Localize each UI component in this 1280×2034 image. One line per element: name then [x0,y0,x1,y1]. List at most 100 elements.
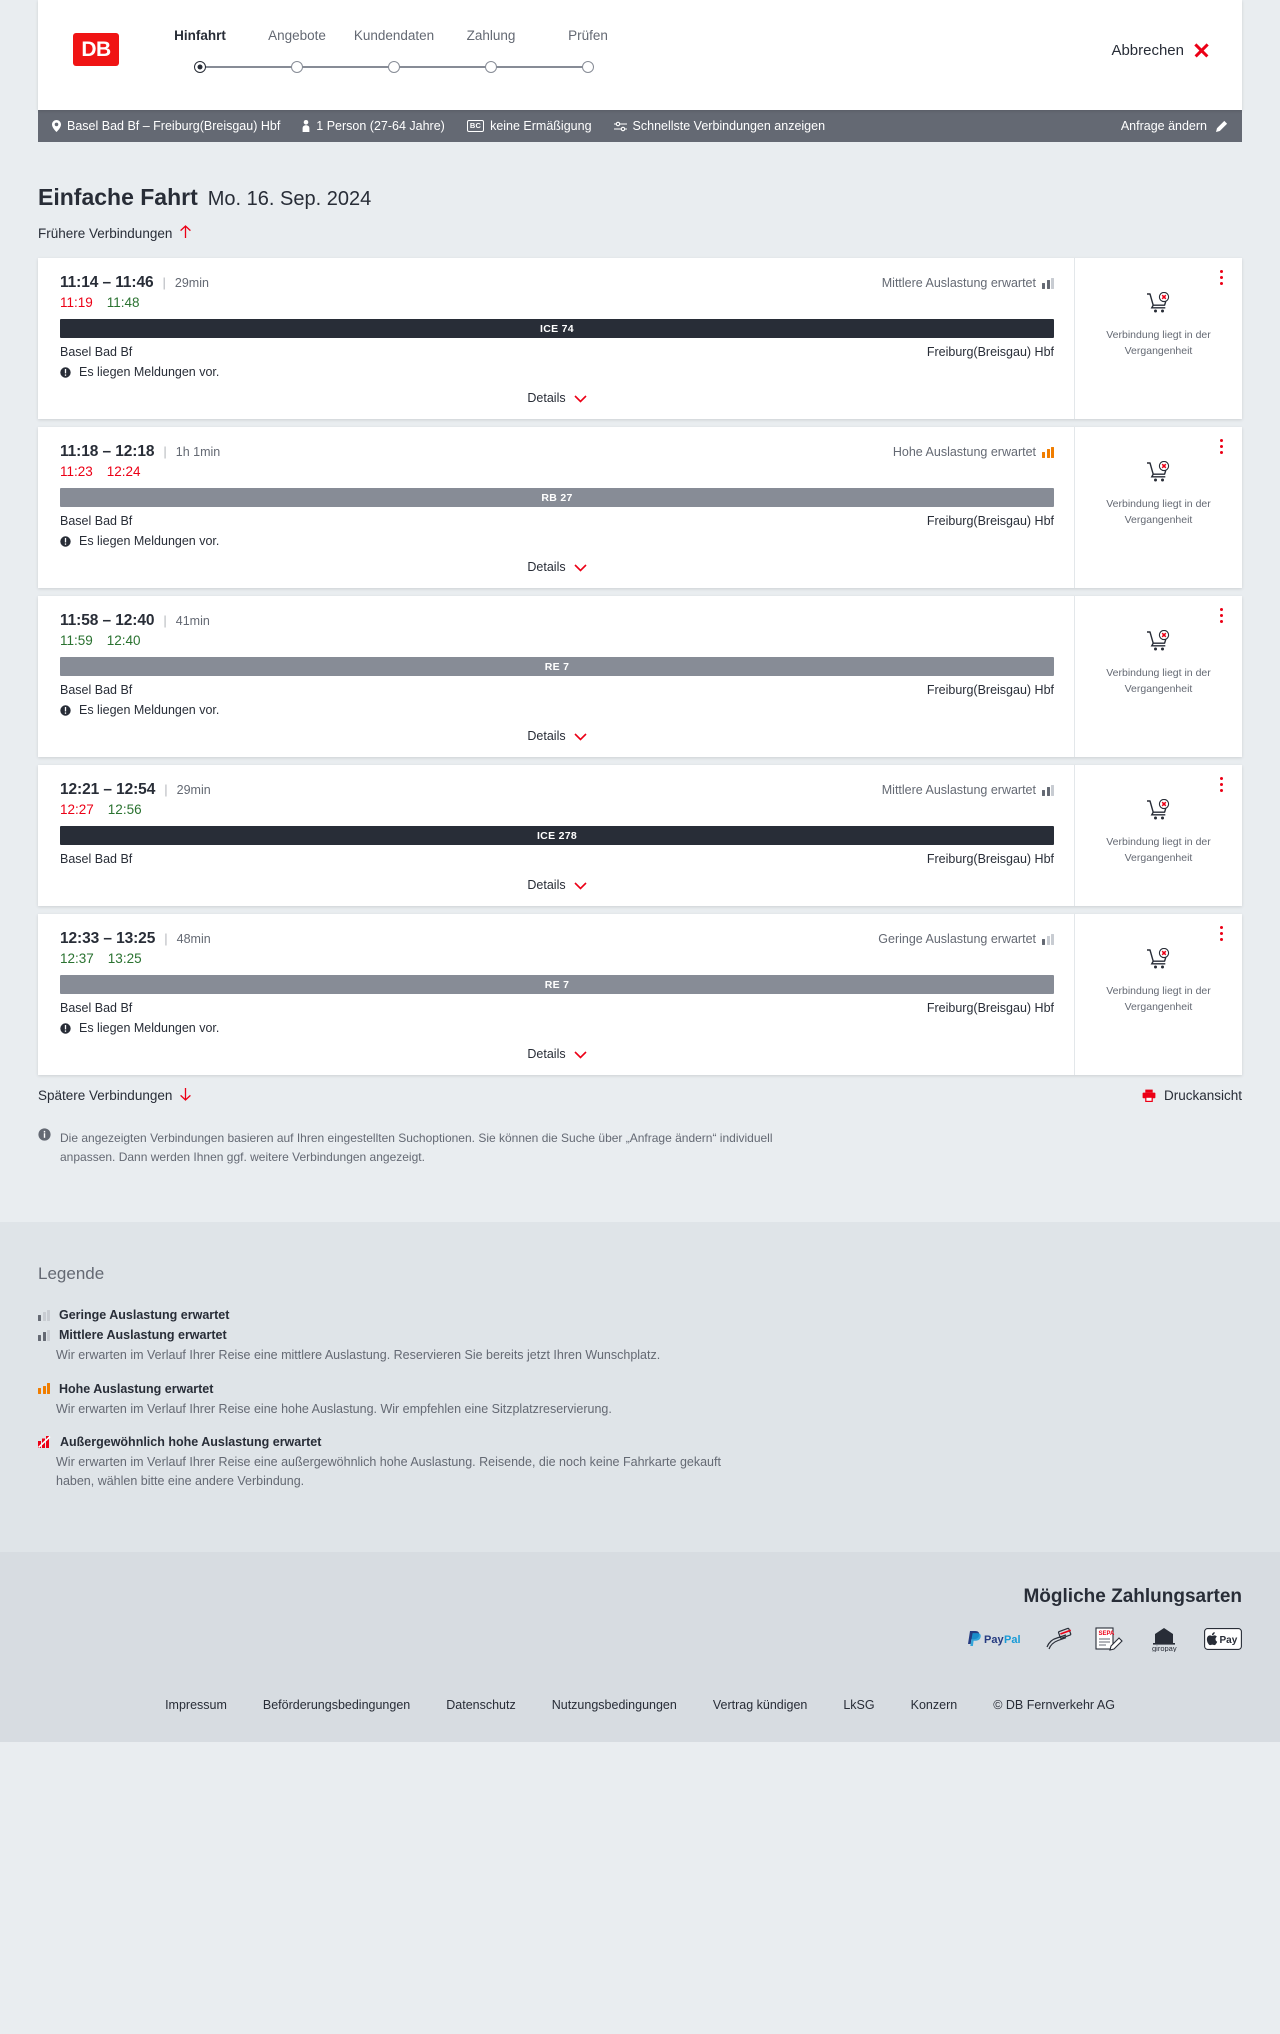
step-label-3[interactable]: Zahlung [466,28,516,43]
occupancy-medium-icon [1042,277,1054,289]
connection-duration: 29min [176,783,211,797]
cart-unavailable-icon [1146,460,1172,488]
legend-item-title: Hohe Auslastung erwartet [59,1381,214,1396]
legend-item: Mittlere Auslastung erwartet Wir erwarte… [38,1328,1242,1365]
connection-stations: Basel Bad Bf Freiburg(Breisgau) Hbf [60,514,1054,528]
connection-duration: 48min [176,932,211,946]
times-duration-separator: | [164,931,168,946]
more-options-icon[interactable] [1220,608,1224,626]
more-options-icon[interactable] [1220,926,1224,944]
train-type-bar[interactable]: RE 7 [60,975,1054,994]
arrow-up-icon [179,225,192,242]
connection-actual-times: 11:59 12:40 [60,633,1054,648]
occupancy-low-icon [1042,933,1054,945]
summary-route[interactable]: Basel Bad Bf – Freiburg(Breisgau) Hbf [52,119,280,133]
later-connections-link[interactable]: Spätere Verbindungen [38,1087,192,1104]
connection-main: 12:21 – 12:54 | 29min Mittlere Auslastun… [38,765,1075,906]
search-info-note: Die angezeigten Verbindungen basieren au… [38,1128,818,1166]
connection-card[interactable]: 11:58 – 12:40 | 41min 11:59 12:40 RE 7 B… [38,596,1242,757]
step-dot-2[interactable] [388,61,400,73]
details-toggle[interactable]: Details [60,560,1054,574]
summary-passengers[interactable]: 1 Person (27-64 Jahre) [302,119,445,133]
occupancy-indicator: Mittlere Auslastung erwartet [882,276,1054,290]
more-options-icon[interactable] [1220,777,1224,795]
details-toggle[interactable]: Details [60,878,1054,892]
details-toggle[interactable]: Details [60,391,1054,405]
footer-link[interactable]: Impressum [165,1697,227,1712]
occupancy-low-icon [38,1309,50,1321]
footer-link[interactable]: Datenschutz [446,1697,516,1712]
earlier-connections-link[interactable]: Frühere Verbindungen [38,225,1242,242]
occupancy-label: Hohe Auslastung erwartet [892,445,1036,459]
footer-link[interactable]: Beförderungsbedingungen [262,1697,411,1712]
step-dot-3[interactable] [485,61,497,73]
chevron-down-icon [574,730,587,743]
connection-card[interactable]: 12:33 – 13:25 | 48min Geringe Auslastung… [38,914,1242,1075]
alert-exclamation-icon [60,1022,71,1034]
actual-arrival-time: 12:40 [106,633,141,648]
more-options-icon[interactable] [1220,439,1224,457]
connection-main: 11:58 – 12:40 | 41min 11:59 12:40 RE 7 B… [38,596,1075,757]
step-dot-1[interactable] [291,61,303,73]
step-label-1[interactable]: Angebote [268,28,326,43]
footer-link[interactable]: LkSG [843,1697,875,1712]
summary-sort[interactable]: Schnellste Verbindungen anzeigen [613,119,825,133]
connection-message[interactable]: Es liegen Meldungen vor. [60,1021,1054,1035]
train-type-bar[interactable]: ICE 74 [60,319,1054,338]
connection-card[interactable]: 12:21 – 12:54 | 29min Mittlere Auslastun… [38,765,1242,906]
arrow-down-icon [179,1087,192,1104]
legend-item: Außergewöhnlich hohe Auslastung erwartet… [38,1435,1242,1492]
actual-arrival-time: 11:48 [106,295,140,310]
train-type-bar[interactable]: RE 7 [60,657,1054,676]
train-type-bar[interactable]: ICE 278 [60,826,1054,845]
footer-link[interactable]: Konzern [910,1697,958,1712]
step-label-0[interactable]: Hinfahrt [174,28,226,43]
connection-message[interactable]: Es liegen Meldungen vor. [60,703,1054,717]
connection-card[interactable]: 11:18 – 12:18 | 1h 1min Hohe Auslastung … [38,427,1242,588]
footer-links: Impressum Beförderungsbedingungen Datensch… [38,1698,1242,1742]
step-dot-4[interactable] [582,61,594,73]
db-logo[interactable]: DB [73,33,119,66]
legend-title: Legende [38,1264,105,1284]
occupancy-indicator: Geringe Auslastung erwartet [878,932,1054,946]
connection-duration: 1h 1min [175,445,221,459]
occupancy-indicator: Hohe Auslastung erwartet [893,445,1054,459]
summary-route-text: Basel Bad Bf – Freiburg(Breisgau) Hbf [67,119,281,133]
connection-actual-times: 12:27 12:56 [60,802,1054,817]
step-label-4[interactable]: Prüfen [568,28,608,43]
page-footer: Mögliche Zahlungsarten Pay Pal [0,1551,1280,1742]
connection-card[interactable]: 11:14 – 11:46 | 29min Mittlere Auslastun… [38,258,1242,419]
connection-times-row: 12:33 – 13:25 | 48min Geringe Auslastung… [60,930,1054,948]
cancel-button[interactable]: Abbrechen [1111,42,1210,59]
connection-message[interactable]: Es liegen Meldungen vor. [60,534,1054,548]
later-connections-label: Spätere Verbindungen [38,1088,173,1103]
lastschrift-hand-icon [1044,1626,1072,1652]
step-label-2[interactable]: Kundendaten [353,28,435,43]
more-options-icon[interactable] [1220,270,1224,288]
connection-stations: Basel Bad Bf Freiburg(Breisgau) Hbf [60,1001,1054,1015]
connection-side-panel: Verbindung liegt in der Vergangenheit [1075,258,1242,419]
sort-options-icon [613,121,627,132]
connection-main: 12:33 – 13:25 | 48min Geringe Auslastung… [38,914,1075,1075]
chevron-down-icon [574,392,587,405]
search-info-note-text: Die angezeigten Verbindungen basieren au… [60,1131,773,1164]
occupancy-medium-icon [1042,784,1054,796]
occupancy-extreme-icon [38,1435,51,1448]
change-request-button[interactable]: Anfrage ändern [1121,119,1228,133]
sepa-icon: SEPA [1094,1626,1124,1652]
details-toggle[interactable]: Details [60,729,1054,743]
payment-methods-icons: Pay Pal SEPA [38,1626,1242,1652]
alert-exclamation-icon [60,535,71,547]
connection-times: 11:18 – 12:18 [60,443,155,460]
footer-link[interactable]: Vertrag kündigen [712,1697,808,1712]
details-toggle[interactable]: Details [60,1047,1054,1061]
summary-discount[interactable]: BC keine Ermäßigung [466,119,592,133]
train-type-bar[interactable]: RB 27 [60,488,1054,507]
legend-item-title: Geringe Auslastung erwartet [59,1308,230,1323]
connection-message[interactable]: Es liegen Meldungen vor. [60,365,1054,379]
step-dot-0[interactable] [194,61,206,73]
print-view-link[interactable]: Druckansicht [1142,1088,1242,1103]
occupancy-high-icon [1042,446,1054,458]
apple-pay-icon: Pay [1204,1626,1242,1652]
footer-link[interactable]: Nutzungsbedingungen [551,1697,677,1712]
